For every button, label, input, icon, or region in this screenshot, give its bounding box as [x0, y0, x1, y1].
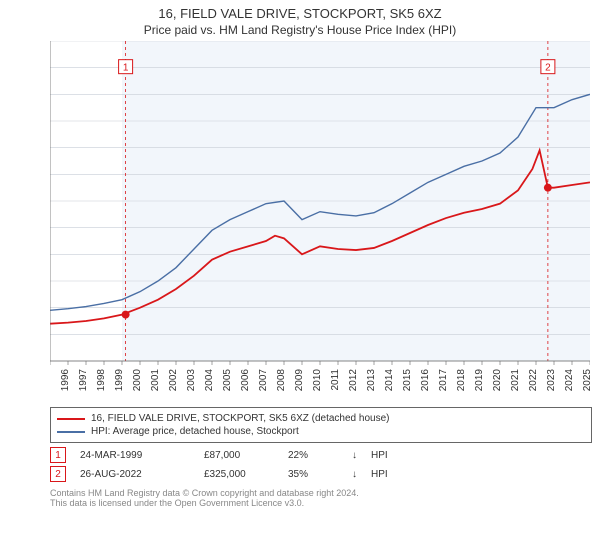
chart-title: 16, FIELD VALE DRIVE, STOCKPORT, SK5 6XZ: [0, 0, 600, 21]
svg-text:2018: 2018: [456, 369, 467, 392]
svg-text:2008: 2008: [276, 369, 287, 392]
svg-text:2014: 2014: [384, 369, 395, 392]
svg-text:2004: 2004: [204, 369, 215, 392]
sale-markers-table: 1 24-MAR-1999 £87,000 22% ↓ HPI 2 26-AUG-2022 £3…: [0, 447, 600, 482]
sale-marker-price: £87,000: [204, 450, 274, 461]
svg-text:2000: 2000: [132, 369, 143, 392]
sale-marker-date: 26-AUG-2022: [80, 469, 190, 480]
footer-line-2: This data is licensed under the Open Gov…: [50, 498, 592, 508]
svg-text:2019: 2019: [474, 369, 485, 392]
svg-text:2020: 2020: [492, 369, 503, 392]
sale-marker-direction-icon: ↓: [352, 450, 357, 461]
sale-marker-price: £325,000: [204, 469, 274, 480]
footer-line-1: Contains HM Land Registry data © Crown c…: [50, 488, 592, 498]
svg-text:2009: 2009: [294, 369, 305, 392]
sale-marker-row: 1 24-MAR-1999 £87,000 22% ↓ HPI: [50, 447, 592, 463]
svg-text:1999: 1999: [114, 369, 125, 392]
svg-text:2007: 2007: [258, 369, 269, 392]
sale-marker-row: 2 26-AUG-2022 £325,000 35% ↓ HPI: [50, 466, 592, 482]
svg-text:1998: 1998: [96, 369, 107, 392]
svg-text:2010: 2010: [312, 369, 323, 392]
svg-text:1: 1: [123, 63, 129, 74]
legend-item-hpi: HPI: Average price, detached house, Stoc…: [57, 425, 585, 438]
legend-swatch-hpi: [57, 431, 85, 433]
chart-container: 16, FIELD VALE DRIVE, STOCKPORT, SK5 6XZ…: [0, 0, 600, 560]
svg-text:2011: 2011: [330, 369, 341, 391]
svg-text:2023: 2023: [546, 369, 557, 392]
svg-text:2021: 2021: [510, 369, 521, 392]
svg-text:2016: 2016: [420, 369, 431, 392]
sale-marker-pct: 35%: [288, 469, 338, 480]
svg-text:1995: 1995: [50, 369, 53, 392]
sale-marker-badge: 2: [50, 466, 66, 482]
sale-marker-compare: HPI: [371, 450, 388, 461]
legend-label-hpi: HPI: Average price, detached house, Stoc…: [91, 426, 299, 437]
svg-text:2024: 2024: [564, 369, 575, 392]
svg-text:2022: 2022: [528, 369, 539, 392]
svg-text:2015: 2015: [402, 369, 413, 392]
svg-text:2025: 2025: [582, 369, 590, 392]
svg-text:2: 2: [545, 63, 551, 74]
svg-text:1997: 1997: [78, 369, 89, 392]
sale-marker-pct: 22%: [288, 450, 338, 461]
sale-marker-date: 24-MAR-1999: [80, 450, 190, 461]
svg-text:2012: 2012: [348, 369, 359, 392]
svg-text:2017: 2017: [438, 369, 449, 392]
footer-attribution: Contains HM Land Registry data © Crown c…: [50, 488, 592, 508]
legend-item-price-paid: 16, FIELD VALE DRIVE, STOCKPORT, SK5 6XZ…: [57, 412, 585, 425]
svg-text:2002: 2002: [168, 369, 179, 392]
sale-marker-compare: HPI: [371, 469, 388, 480]
svg-text:2003: 2003: [186, 369, 197, 392]
svg-text:2001: 2001: [150, 369, 161, 392]
legend-swatch-price-paid: [57, 418, 85, 420]
line-chart-svg: £0£50K£100K£150K£200K£250K£300K£350K£400…: [50, 41, 590, 401]
svg-text:1996: 1996: [60, 369, 71, 392]
chart-subtitle: Price paid vs. HM Land Registry's House …: [0, 21, 600, 41]
chart-plot-area: £0£50K£100K£150K£200K£250K£300K£350K£400…: [50, 41, 592, 401]
legend-box: 16, FIELD VALE DRIVE, STOCKPORT, SK5 6XZ…: [50, 407, 592, 443]
svg-text:2005: 2005: [222, 369, 233, 392]
legend-label-price-paid: 16, FIELD VALE DRIVE, STOCKPORT, SK5 6XZ…: [91, 413, 389, 424]
sale-marker-badge: 1: [50, 447, 66, 463]
sale-marker-direction-icon: ↓: [352, 469, 357, 480]
svg-text:2013: 2013: [366, 369, 377, 392]
svg-text:2006: 2006: [240, 369, 251, 392]
